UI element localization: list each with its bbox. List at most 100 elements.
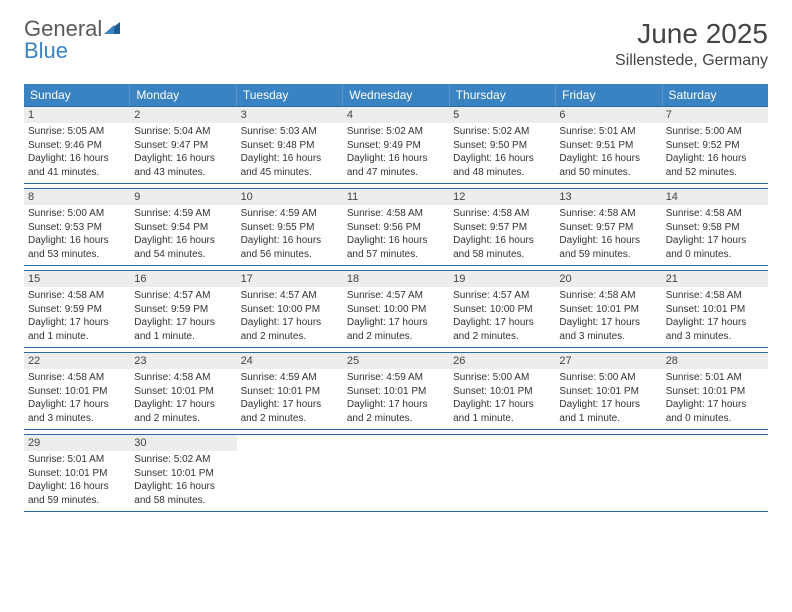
sunrise-text: Sunrise: 4:57 AM	[453, 289, 551, 303]
logo-sail-icon	[102, 18, 122, 40]
day-number: 20	[555, 271, 661, 287]
day-cell	[449, 435, 555, 511]
day-number: 11	[343, 189, 449, 205]
sunset-text: Sunset: 10:01 PM	[28, 467, 126, 481]
logo-word-2: Blue	[24, 38, 68, 63]
day-cell: 1Sunrise: 5:05 AMSunset: 9:46 PMDaylight…	[24, 107, 130, 183]
day-number: 17	[237, 271, 343, 287]
daylight-text: Daylight: 16 hours and 54 minutes.	[134, 234, 232, 261]
day-number: 23	[130, 353, 236, 369]
sunrise-text: Sunrise: 4:58 AM	[134, 371, 232, 385]
day-cell: 4Sunrise: 5:02 AMSunset: 9:49 PMDaylight…	[343, 107, 449, 183]
dow-thursday: Thursday	[450, 84, 556, 106]
day-body: Sunrise: 4:59 AMSunset: 9:54 PMDaylight:…	[130, 205, 236, 265]
sunrise-text: Sunrise: 5:00 AM	[559, 371, 657, 385]
day-number: 28	[662, 353, 768, 369]
sunrise-text: Sunrise: 5:03 AM	[241, 125, 339, 139]
sunrise-text: Sunrise: 5:01 AM	[666, 371, 764, 385]
dow-wednesday: Wednesday	[343, 84, 449, 106]
day-number: 1	[24, 107, 130, 123]
day-body: Sunrise: 5:02 AMSunset: 9:50 PMDaylight:…	[449, 123, 555, 183]
day-body: Sunrise: 4:58 AMSunset: 10:01 PMDaylight…	[24, 369, 130, 429]
day-cell: 19Sunrise: 4:57 AMSunset: 10:00 PMDaylig…	[449, 271, 555, 347]
sunset-text: Sunset: 9:46 PM	[28, 139, 126, 153]
week-row: 1 Sunrise: 5:05 AMSunset: 9:46 PM Daylight…	[24, 106, 768, 184]
daylight-text: Daylight: 17 hours and 1 minute.	[559, 398, 657, 425]
day-cell: 3Sunrise: 5:03 AMSunset: 9:48 PMDaylight…	[237, 107, 343, 183]
day-cell: 14Sunrise: 4:58 AMSunset: 9:58 PMDayligh…	[662, 189, 768, 265]
sunset-text: Sunset: 10:01 PM	[666, 385, 764, 399]
day-cell: 30Sunrise: 5:02 AMSunset: 10:01 PMDaylig…	[130, 435, 236, 511]
sunset-text: Sunset: 9:48 PM	[241, 139, 339, 153]
daylight-text: Daylight: 16 hours and 48 minutes.	[453, 152, 551, 179]
sunset-text: Sunset: 10:01 PM	[134, 385, 232, 399]
sunset-text: Sunset: 10:00 PM	[347, 303, 445, 317]
sunrise-text: Sunrise: 5:00 AM	[28, 207, 126, 221]
daylight-text: Daylight: 17 hours and 2 minutes.	[241, 398, 339, 425]
daylight-text: Daylight: 17 hours and 2 minutes.	[347, 398, 445, 425]
sunrise-text: Sunrise: 5:04 AM	[134, 125, 232, 139]
week-row: 15Sunrise: 4:58 AMSunset: 9:59 PMDayligh…	[24, 270, 768, 348]
day-number: 18	[343, 271, 449, 287]
daylight-text: Daylight: 16 hours and 57 minutes.	[347, 234, 445, 261]
sunrise-text: Sunrise: 4:57 AM	[134, 289, 232, 303]
sunrise-text: Sunrise: 4:58 AM	[28, 289, 126, 303]
day-body: Sunrise: 4:59 AMSunset: 10:01 PMDaylight…	[237, 369, 343, 429]
sunset-text: Sunset: 10:01 PM	[134, 467, 232, 481]
day-cell: 22Sunrise: 4:58 AMSunset: 10:01 PMDaylig…	[24, 353, 130, 429]
day-number: 30	[130, 435, 236, 451]
day-body: Sunrise: 4:58 AMSunset: 10:01 PMDaylight…	[130, 369, 236, 429]
daylight-text: Daylight: 16 hours and 45 minutes.	[241, 152, 339, 179]
daylight-text: Daylight: 17 hours and 3 minutes.	[559, 316, 657, 343]
daylight-text: Daylight: 16 hours and 47 minutes.	[347, 152, 445, 179]
sunset-text: Sunset: 9:57 PM	[559, 221, 657, 235]
dow-monday: Monday	[130, 84, 236, 106]
day-cell: 7Sunrise: 5:00 AMSunset: 9:52 PMDaylight…	[662, 107, 768, 183]
sunset-text: Sunset: 9:55 PM	[241, 221, 339, 235]
daylight-text: Daylight: 16 hours and 58 minutes.	[453, 234, 551, 261]
sunset-text: Sunset: 9:59 PM	[28, 303, 126, 317]
day-number: 24	[237, 353, 343, 369]
day-number: 8	[24, 189, 130, 205]
day-number: 15	[24, 271, 130, 287]
calendar: Sunday Monday Tuesday Wednesday Thursday…	[24, 84, 768, 512]
sunset-text: Sunset: 10:01 PM	[347, 385, 445, 399]
week-row: 29Sunrise: 5:01 AMSunset: 10:01 PMDaylig…	[24, 434, 768, 512]
sunset-text: Sunset: 9:58 PM	[666, 221, 764, 235]
day-cell	[343, 435, 449, 511]
day-body: Sunrise: 5:00 AMSunset: 9:53 PMDaylight:…	[24, 205, 130, 265]
sunrise-text: Sunrise: 4:58 AM	[28, 371, 126, 385]
day-cell: 20Sunrise: 4:58 AMSunset: 10:01 PMDaylig…	[555, 271, 661, 347]
day-body: Sunrise: 4:58 AMSunset: 9:59 PMDaylight:…	[24, 287, 130, 347]
day-cell: 29Sunrise: 5:01 AMSunset: 10:01 PMDaylig…	[24, 435, 130, 511]
day-cell: 24Sunrise: 4:59 AMSunset: 10:01 PMDaylig…	[237, 353, 343, 429]
day-body: Sunrise: 4:59 AMSunset: 9:55 PMDaylight:…	[237, 205, 343, 265]
day-body: Sunrise: 4:58 AMSunset: 9:58 PMDaylight:…	[662, 205, 768, 265]
sunrise-text: Sunrise: 4:57 AM	[241, 289, 339, 303]
location: Sillenstede, Germany	[615, 52, 768, 70]
day-cell: 23Sunrise: 4:58 AMSunset: 10:01 PMDaylig…	[130, 353, 236, 429]
sunset-text: Sunset: 10:00 PM	[241, 303, 339, 317]
day-body: Sunrise: 5:04 AMSunset: 9:47 PMDaylight:…	[130, 123, 236, 183]
sunrise-text: Sunrise: 5:05 AM	[28, 125, 126, 139]
sunrise-text: Sunrise: 5:00 AM	[666, 125, 764, 139]
daylight-text: Daylight: 17 hours and 2 minutes.	[347, 316, 445, 343]
day-number: 16	[130, 271, 236, 287]
day-body: Sunrise: 5:00 AMSunset: 9:52 PMDaylight:…	[662, 123, 768, 183]
dow-tuesday: Tuesday	[237, 84, 343, 106]
day-number: 27	[555, 353, 661, 369]
day-number: 5	[449, 107, 555, 123]
day-cell: 27Sunrise: 5:00 AMSunset: 10:01 PMDaylig…	[555, 353, 661, 429]
daylight-text: Daylight: 17 hours and 2 minutes.	[241, 316, 339, 343]
sunrise-text: Sunrise: 4:58 AM	[559, 207, 657, 221]
daylight-text: Daylight: 16 hours and 56 minutes.	[241, 234, 339, 261]
day-body: Sunrise: 4:59 AMSunset: 10:01 PMDaylight…	[343, 369, 449, 429]
day-number: 29	[24, 435, 130, 451]
day-cell: 10Sunrise: 4:59 AMSunset: 9:55 PMDayligh…	[237, 189, 343, 265]
sunset-text: Sunset: 9:47 PM	[134, 139, 232, 153]
sunrise-text: Sunrise: 5:01 AM	[28, 453, 126, 467]
sunrise-text: Sunrise: 4:58 AM	[559, 289, 657, 303]
day-body: Sunrise: 5:01 AMSunset: 10:01 PMDaylight…	[24, 451, 130, 511]
day-body: Sunrise: 5:03 AMSunset: 9:48 PMDaylight:…	[237, 123, 343, 183]
day-body: Sunrise: 4:57 AMSunset: 10:00 PMDaylight…	[449, 287, 555, 347]
